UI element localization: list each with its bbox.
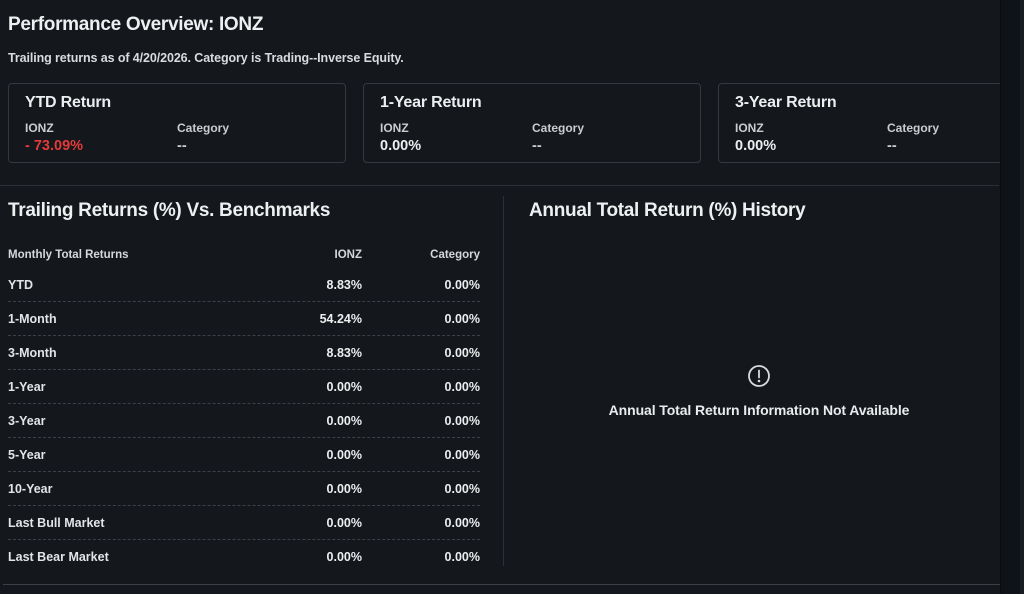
table-row: 5-Year 0.00% 0.00% bbox=[8, 438, 480, 472]
row-category-value: 0.00% bbox=[444, 550, 480, 564]
table-row: 1-Year 0.00% 0.00% bbox=[8, 370, 480, 404]
row-label: Last Bull Market bbox=[8, 515, 105, 530]
table-row: 3-Month 8.83% 0.00% bbox=[8, 336, 480, 370]
row-ionz-value: 0.00% bbox=[326, 379, 362, 394]
row-ionz-value: 0.00% bbox=[326, 447, 362, 462]
annual-history-section: Annual Total Return (%) History Annual T… bbox=[503, 196, 1000, 566]
card-title: 3-Year Return bbox=[735, 94, 837, 111]
category-value: -- bbox=[887, 138, 897, 154]
fund-value: 0.00% bbox=[735, 138, 777, 154]
scrollbar-edge bbox=[1020, 0, 1024, 594]
card-title: YTD Return bbox=[25, 94, 112, 111]
row-label: Last Bear Market bbox=[8, 550, 109, 564]
row-ionz-value: 0.00% bbox=[326, 550, 362, 564]
column-header-category: Category bbox=[430, 249, 480, 261]
category-column: Category -- bbox=[177, 121, 329, 154]
column-header-ionz: IONZ bbox=[334, 249, 362, 261]
table-row: Last Bull Market 0.00% 0.00% bbox=[8, 506, 480, 540]
main-area: Trailing Returns (%) Vs. Benchmarks Mont… bbox=[0, 196, 1000, 566]
row-ionz-value: 0.00% bbox=[326, 413, 362, 428]
page-title: Performance Overview: IONZ bbox=[8, 14, 264, 35]
row-category-value: 0.00% bbox=[444, 447, 480, 462]
row-ionz-value: 8.83% bbox=[326, 277, 362, 292]
row-category-value: 0.00% bbox=[444, 515, 480, 530]
category-column: Category -- bbox=[887, 121, 1024, 154]
fund-column: IONZ 0.00% bbox=[735, 121, 887, 154]
one-year-return-card: 1-Year Return IONZ 0.00% Category -- bbox=[363, 83, 701, 163]
table-row: YTD 8.83% 0.00% bbox=[8, 268, 480, 302]
row-category-value: 0.00% bbox=[444, 379, 480, 394]
row-category-value: 0.00% bbox=[444, 481, 480, 496]
table-header-row: Monthly Total Returns IONZ Category bbox=[8, 242, 480, 268]
row-ionz-value: 0.00% bbox=[326, 515, 362, 530]
category-column: Category -- bbox=[532, 121, 684, 154]
table-row: Last Bear Market 0.00% 0.00% bbox=[8, 540, 480, 574]
row-label: YTD bbox=[8, 277, 33, 292]
scrollbar-track[interactable] bbox=[1000, 0, 1024, 594]
fund-column: IONZ 0.00% bbox=[380, 121, 532, 154]
row-label: 1-Month bbox=[8, 311, 57, 326]
bottom-divider bbox=[3, 584, 1000, 585]
summary-cards-row: YTD Return IONZ - 73.09% Category -- 1-Y… bbox=[8, 83, 1024, 163]
card-columns: IONZ - 73.09% Category -- bbox=[25, 121, 329, 154]
row-label: 1-Year bbox=[8, 379, 46, 394]
fund-label: IONZ bbox=[380, 121, 409, 135]
empty-state-message: Annual Total Return Information Not Avai… bbox=[608, 402, 910, 418]
row-label: 3-Month bbox=[8, 345, 57, 360]
row-ionz-value: 8.83% bbox=[326, 345, 362, 360]
row-category-value: 0.00% bbox=[444, 413, 480, 428]
annual-history-empty-state: Annual Total Return Information Not Avai… bbox=[529, 364, 989, 418]
row-category-value: 0.00% bbox=[444, 277, 480, 292]
card-columns: IONZ 0.00% Category -- bbox=[735, 121, 1024, 154]
category-value: -- bbox=[177, 138, 187, 154]
fund-value: 0.00% bbox=[380, 138, 422, 154]
category-label: Category bbox=[532, 121, 585, 135]
row-label: 3-Year bbox=[8, 413, 46, 428]
trailing-returns-title: Trailing Returns (%) Vs. Benchmarks bbox=[8, 200, 331, 221]
trailing-returns-section: Trailing Returns (%) Vs. Benchmarks Mont… bbox=[0, 196, 503, 566]
page-subtitle: Trailing returns as of 4/20/2026. Catego… bbox=[8, 51, 404, 65]
card-columns: IONZ 0.00% Category -- bbox=[380, 121, 684, 154]
alert-circle-icon bbox=[747, 364, 771, 388]
row-ionz-value: 0.00% bbox=[326, 481, 362, 496]
ytd-return-card: YTD Return IONZ - 73.09% Category -- bbox=[8, 83, 346, 163]
three-year-return-card: 3-Year Return IONZ 0.00% Category -- bbox=[718, 83, 1024, 163]
column-header-label: Monthly Total Returns bbox=[8, 249, 129, 261]
category-value: -- bbox=[532, 138, 542, 154]
row-label: 5-Year bbox=[8, 447, 46, 462]
table-row: 1-Month 54.24% 0.00% bbox=[8, 302, 480, 336]
fund-column: IONZ - 73.09% bbox=[25, 121, 177, 154]
category-label: Category bbox=[177, 121, 230, 135]
fund-label: IONZ bbox=[735, 121, 764, 135]
table-row: 10-Year 0.00% 0.00% bbox=[8, 472, 480, 506]
table-row: 3-Year 0.00% 0.00% bbox=[8, 404, 480, 438]
annual-history-title: Annual Total Return (%) History bbox=[529, 200, 806, 221]
trailing-returns-table: Monthly Total Returns IONZ Category YTD … bbox=[8, 242, 480, 574]
fund-value: - 73.09% bbox=[25, 138, 84, 154]
page-header: Performance Overview: IONZ Trailing retu… bbox=[0, 0, 1000, 65]
category-label: Category bbox=[887, 121, 940, 135]
row-label: 10-Year bbox=[8, 481, 53, 496]
row-ionz-value: 54.24% bbox=[319, 311, 362, 326]
section-divider bbox=[0, 185, 999, 186]
row-category-value: 0.00% bbox=[444, 345, 480, 360]
row-category-value: 0.00% bbox=[444, 311, 480, 326]
card-title: 1-Year Return bbox=[380, 94, 482, 111]
fund-label: IONZ bbox=[25, 121, 54, 135]
